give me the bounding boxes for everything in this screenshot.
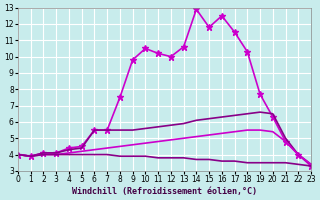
X-axis label: Windchill (Refroidissement éolien,°C): Windchill (Refroidissement éolien,°C) [72,187,257,196]
